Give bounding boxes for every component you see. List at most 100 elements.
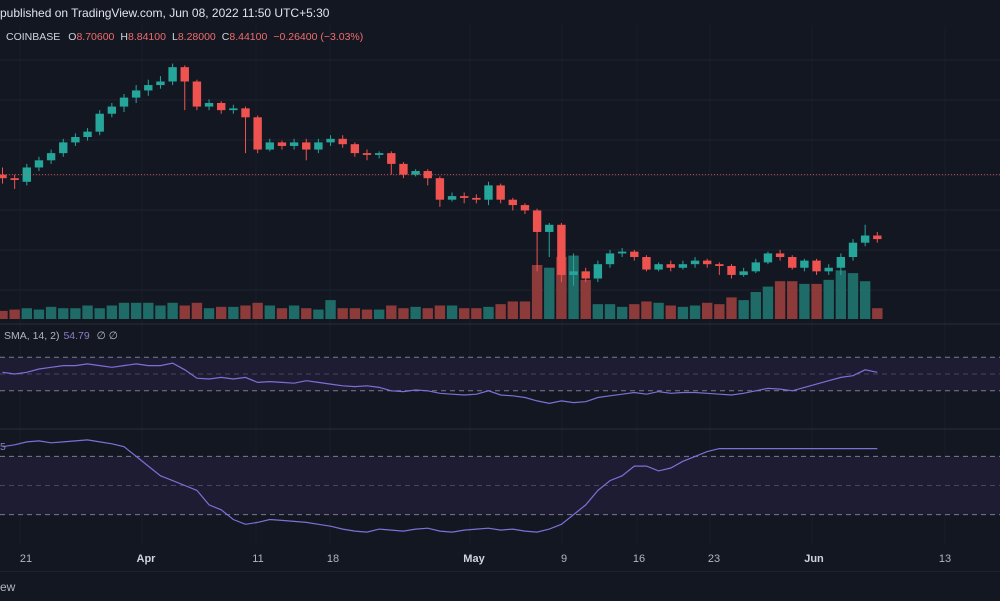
volume-bar [0,310,8,319]
candle-body [569,271,578,275]
candle-body [788,257,797,268]
volume-bar [677,306,689,319]
candle-body [423,171,432,179]
candle-body [678,264,688,268]
volume-bar [191,302,203,319]
volume-bar [580,279,591,319]
volume-bar [544,267,555,319]
volume-bar [434,305,446,319]
candle-body [690,260,700,265]
volume-bar [507,301,518,319]
volume-bar [702,302,713,319]
volume-bar [203,308,215,319]
candle-body [484,185,493,200]
candle-body [654,264,663,270]
volume-bar [33,309,45,319]
candle-body [229,108,238,111]
volume-bar [70,308,81,319]
candle-body [10,178,19,180]
volume-bar [799,283,810,319]
volume-bar [45,306,57,319]
volume-bar [653,302,664,319]
volume-bar [130,302,142,319]
candle-body [411,171,420,175]
volume-bar [373,309,385,319]
rsi-line [2,362,878,405]
candle-body [532,210,542,232]
volume-bar [483,306,494,319]
candle-body [435,178,445,200]
candle-body [253,117,262,150]
price-candles [0,63,882,286]
volume-bars [0,255,883,319]
time-axis-label: 11 [252,553,264,565]
volume-bar [823,279,834,319]
candle-body [666,264,675,268]
high-value: 8.84100 [128,31,166,43]
candle-body [71,137,80,143]
volume-bar [288,305,300,319]
volume-bar [325,300,336,319]
candle-body [0,174,7,179]
volume-bar [604,304,616,319]
candle-body [520,205,530,211]
volume-bar [313,309,324,319]
candle-body [727,265,736,275]
rsi-settings-label: SMA, 14, 2) [4,330,60,342]
high-key: H [120,31,128,43]
change-value: −0.26400 (−3.03%) [273,31,364,43]
volume-bar [155,305,166,319]
candle-body [751,262,760,272]
candle-body [180,67,189,82]
published-caption: published on TradingView.com, Jun 08, 20… [0,6,330,20]
volume-bar [750,292,761,319]
volume-bar [21,308,32,319]
candle-body [557,224,566,275]
volume-bar [240,305,251,319]
volume-bar [592,304,604,319]
volume-bar [872,308,883,319]
volume-bar [774,281,786,319]
volume-bar [459,308,470,319]
volume-bar [398,308,409,319]
candle-body [374,153,384,155]
candle-body [860,235,870,243]
candle-body [703,260,712,265]
volume-bar [859,281,871,319]
volume-bar [386,305,397,319]
candle-body [496,185,505,200]
volume-bar [94,308,105,319]
time-axis-label: 13 [938,553,952,565]
volume-bar [276,308,288,319]
rsi-hidden-icons[interactable]: ∅ ∅ [96,330,118,342]
candle-body [739,271,748,275]
time-axis-label: Apr [136,553,156,565]
candle-body [34,160,44,168]
volume-bar [641,301,652,319]
candle-body [362,153,372,155]
volume-bar [835,270,847,319]
time-axis-label: 18 [326,553,340,565]
candle-body [289,142,299,146]
stoch-legend-value: 5 [0,441,6,453]
volume-bar [228,306,239,319]
candle-body [83,131,92,138]
candle-body [508,199,517,206]
candle-body [617,251,627,254]
volume-bar [556,256,567,319]
volume-bar [252,302,263,319]
time-axis-label: May [463,553,485,565]
close-key: C [221,31,230,43]
volume-bar [568,255,579,319]
volume-bar [410,306,421,319]
candle-body [350,144,360,154]
candle-body [593,264,603,279]
volume-bar [216,306,227,319]
candle-body [314,142,323,150]
time-axis-label: 16 [632,553,646,565]
candle-body [326,138,335,143]
candle-body [217,102,226,111]
candle-body [812,260,821,272]
candle-body [265,142,274,150]
